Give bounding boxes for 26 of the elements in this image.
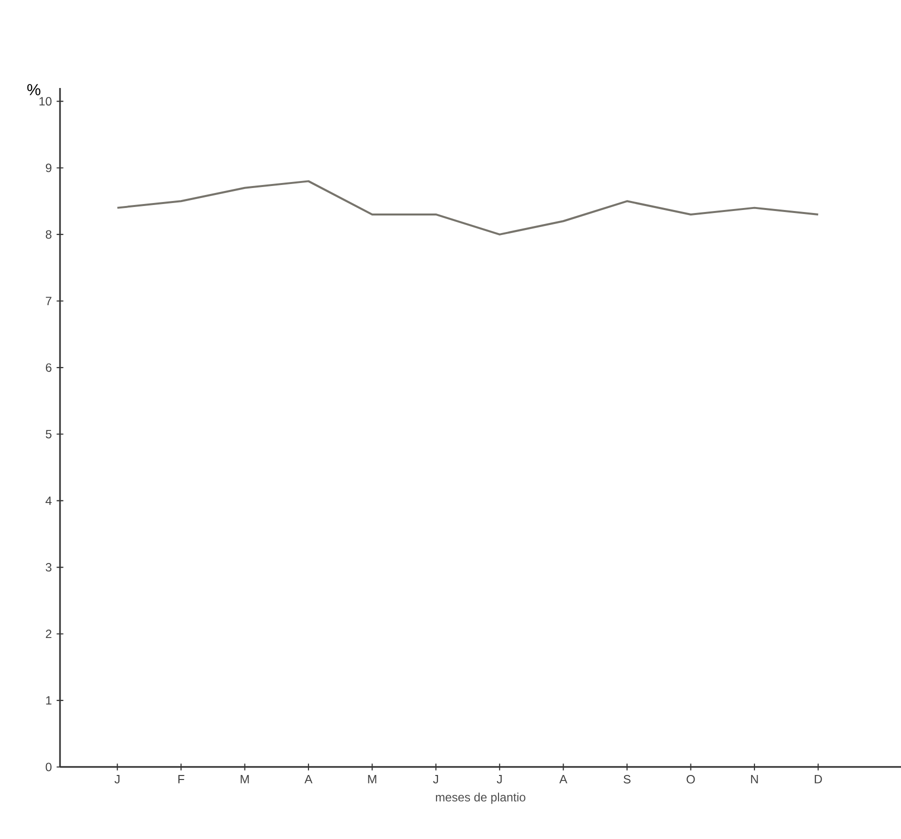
y-axis-title: % xyxy=(27,84,40,96)
y-tick-label: 0 xyxy=(46,762,52,772)
y-tick-label: 5 xyxy=(46,430,52,438)
line-series xyxy=(116,180,820,236)
y-tick-label: 10 xyxy=(40,97,52,106)
x-tick-label: D xyxy=(814,775,822,784)
x-tick-label: M xyxy=(368,775,376,784)
x-tick-label: J xyxy=(114,775,120,784)
x-tick-label: M xyxy=(240,775,249,784)
y-tick-label: 6 xyxy=(46,363,52,372)
x-axis-title: meses de plantio xyxy=(436,792,526,804)
y-tick-label: 4 xyxy=(46,496,52,505)
y-tick-label: 8 xyxy=(46,230,52,239)
x-tick-label: S xyxy=(624,775,630,784)
x-tick-label: F xyxy=(178,775,184,784)
y-tick-label: 7 xyxy=(46,296,52,306)
x-tick-label: N xyxy=(751,775,758,784)
y-tick-label: 9 xyxy=(46,164,52,172)
x-tick-label: J xyxy=(496,775,502,784)
x-tick-label: J xyxy=(433,775,438,784)
y-tick-label: 3 xyxy=(46,563,52,572)
x-tick-label: A xyxy=(304,775,312,784)
y-tick-label: 2 xyxy=(46,630,52,638)
x-tick-label: A xyxy=(559,775,568,784)
y-tick-label: 1 xyxy=(46,696,52,705)
x-tick-label: O xyxy=(686,775,695,784)
